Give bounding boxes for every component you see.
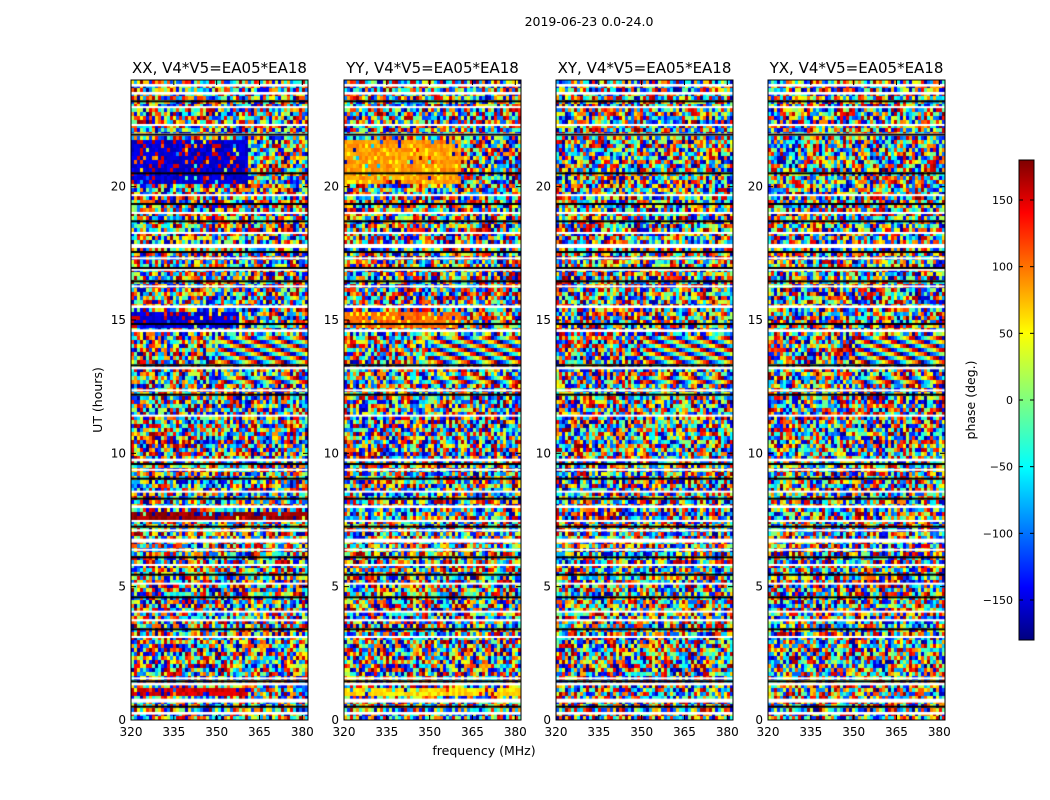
x-tick-label: 365 [885, 725, 908, 739]
y-tick-label: 10 [324, 446, 339, 460]
y-tick-label: 5 [755, 580, 763, 594]
panel-2: YY, V4*V5=EA05*EA18 320 335 350 365 380 0 5 10 15… [324, 59, 527, 739]
panels-group: XX, V4*V5=EA05*EA18 320 335 350 365 380 0 5 10 15… [111, 59, 951, 739]
panel-4: YX, V4*V5=EA05*EA18 320 335 350 365 380 0 5 10 15… [748, 59, 951, 739]
x-tick-label: 380 [504, 725, 527, 739]
x-tick-label: 335 [587, 725, 610, 739]
x-tick-label: 380 [716, 725, 739, 739]
y-tick-label: 0 [331, 713, 339, 727]
panel-title: XX, V4*V5=EA05*EA18 [132, 59, 307, 77]
colorbar-label: phase (deg.) [963, 361, 978, 440]
panel-frame [343, 79, 522, 721]
y-tick-label: 20 [536, 180, 551, 194]
y-tick-label: 10 [536, 446, 551, 460]
colorbar-gradient [1019, 160, 1034, 640]
y-tick-label: 5 [543, 580, 551, 594]
y-tick-label: 20 [748, 180, 763, 194]
colorbar-tick-label: −150 [983, 594, 1013, 607]
y-tick-label: 20 [324, 180, 339, 194]
y-tick-label: 5 [331, 580, 339, 594]
colorbar-tick-label: 50 [999, 327, 1013, 340]
y-tick-label: 15 [536, 313, 551, 327]
panel-frame [130, 79, 309, 721]
x-tick-label: 365 [461, 725, 484, 739]
panel-frame [767, 79, 946, 721]
y-tick-label: 15 [748, 313, 763, 327]
panel-3: XY, V4*V5=EA05*EA18 320 335 350 365 380 0 5 10 15… [536, 59, 739, 739]
panel-title: YY, V4*V5=EA05*EA18 [345, 59, 519, 77]
x-tick-label: 320 [120, 725, 143, 739]
y-tick-label: 5 [118, 580, 126, 594]
x-tick-label: 335 [162, 725, 185, 739]
x-tick-label: 350 [418, 725, 441, 739]
x-tick-label: 350 [842, 725, 865, 739]
colorbar-tick-label: 150 [992, 194, 1013, 207]
y-tick-label: 15 [324, 313, 339, 327]
y-tick-label: 10 [111, 446, 126, 460]
colorbar: −150 −100 −50 0 50 100 150 [983, 159, 1035, 641]
figure-suptitle: 2019-06-23 0.0-24.0 [525, 14, 654, 29]
phase-heatmap [556, 80, 733, 720]
x-tick-label: 350 [630, 725, 653, 739]
panel-title: XY, V4*V5=EA05*EA18 [558, 59, 732, 77]
y-tick-label: 10 [748, 446, 763, 460]
x-tick-label: 380 [291, 725, 314, 739]
colorbar-tick-label: 100 [992, 261, 1013, 274]
y-axis-label: UT (hours) [90, 367, 105, 433]
x-axis-label: frequency (MHz) [432, 743, 535, 758]
x-tick-label: 350 [205, 725, 228, 739]
colorbar-tick-label: −50 [990, 461, 1013, 474]
x-tick-label: 365 [673, 725, 696, 739]
y-tick-label: 0 [118, 713, 126, 727]
x-tick-label: 320 [545, 725, 568, 739]
x-tick-label: 335 [375, 725, 398, 739]
phase-heatmap [768, 80, 945, 720]
y-tick-label: 15 [111, 313, 126, 327]
phase-heatmap [131, 80, 308, 720]
panel-frame [555, 79, 734, 721]
colorbar-tick-label: −100 [983, 527, 1013, 540]
x-tick-label: 320 [757, 725, 780, 739]
panel-title: YX, V4*V5=EA05*EA18 [769, 59, 944, 77]
x-tick-label: 365 [248, 725, 271, 739]
phase-heatmap [344, 80, 521, 720]
x-tick-label: 320 [333, 725, 356, 739]
colorbar-tick-label: 0 [1006, 394, 1013, 407]
x-tick-label: 335 [799, 725, 822, 739]
y-tick-label: 20 [111, 180, 126, 194]
panel-1: XX, V4*V5=EA05*EA18 320 335 350 365 380 0 5 10 15… [111, 59, 314, 739]
y-tick-label: 0 [543, 713, 551, 727]
y-tick-label: 0 [755, 713, 763, 727]
x-tick-label: 380 [928, 725, 951, 739]
